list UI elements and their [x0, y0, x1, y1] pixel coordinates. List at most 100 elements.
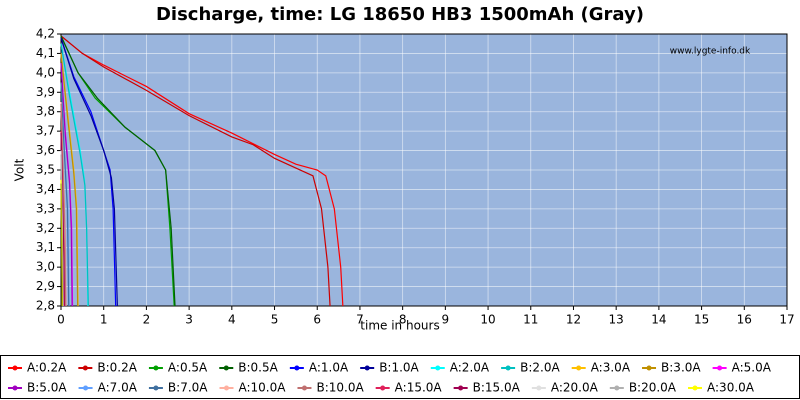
- y-tick-label: 4,1: [36, 46, 55, 60]
- legend-item: B:7.0A: [148, 381, 208, 395]
- legend-item: A:0.5A: [148, 361, 208, 375]
- y-tick-label: 3,0: [36, 260, 55, 274]
- x-tick-label: 11: [523, 313, 538, 327]
- y-tick-label: 4,0: [36, 65, 55, 79]
- y-tick-label: 3,8: [36, 104, 55, 118]
- y-axis-label: Volt: [13, 158, 27, 181]
- series-line: [60, 35, 344, 307]
- legend-swatch: [380, 385, 386, 391]
- series-line: [60, 63, 73, 307]
- legend-item: B:20.0A: [609, 381, 677, 395]
- x-tick-label: 16: [737, 313, 752, 327]
- x-tick-label: 7: [356, 313, 364, 327]
- legend-item: A:0.2A: [8, 361, 67, 375]
- y-tick-label: 3,5: [36, 163, 55, 177]
- legend-item: B:2.0A: [501, 361, 560, 375]
- y-tick-label: 3,9: [36, 85, 55, 99]
- legend-item: B:5.0A: [8, 381, 67, 395]
- legend-label: B:3.0A: [661, 361, 701, 375]
- series-line: [60, 103, 67, 307]
- x-tick-label: 6: [313, 313, 321, 327]
- legend-item: B:0.2A: [78, 361, 138, 375]
- series-line: [60, 53, 79, 307]
- legend-swatch: [153, 365, 159, 371]
- legend-item: A:5.0A: [712, 361, 772, 375]
- legend-swatch: [536, 385, 542, 391]
- legend-swatch: [83, 385, 89, 391]
- y-tick-label: 3,7: [36, 124, 55, 138]
- legend-swatch: [717, 365, 723, 371]
- series-line: [60, 183, 63, 307]
- y-tick-label: 3,6: [36, 143, 55, 157]
- legend-label: A:15.0A: [395, 381, 443, 395]
- y-tick-label: 2,8: [36, 299, 55, 313]
- series-line: [60, 43, 89, 307]
- legend-label: A:1.0A: [309, 361, 349, 375]
- legend-item: B:1.0A: [360, 361, 420, 375]
- legend-swatch: [301, 385, 307, 391]
- legend-item: A:20.0A: [531, 381, 599, 395]
- legend-item: A:15.0A: [375, 381, 443, 395]
- series-line: [60, 82, 70, 307]
- series-line: [60, 154, 64, 307]
- y-tick-label: 3,4: [36, 182, 55, 196]
- legend-item: B:0.5A: [219, 361, 279, 375]
- series-line: [60, 37, 118, 307]
- legend-swatch: [12, 385, 18, 391]
- legend-swatch: [294, 365, 300, 371]
- legend-label: A:0.2A: [27, 361, 67, 375]
- legend-swatch: [223, 365, 229, 371]
- legend-label: B:0.2A: [97, 361, 137, 375]
- x-tick-label: 8: [399, 313, 407, 327]
- legend-swatch: [435, 365, 441, 371]
- legend-label: A:3.0A: [591, 361, 631, 375]
- legend-label: A:10.0A: [239, 381, 287, 395]
- legend-item: B:15.0A: [453, 381, 521, 395]
- legend-label: B:0.5A: [238, 361, 278, 375]
- legend-swatch: [458, 385, 464, 391]
- x-tick-label: 1: [100, 313, 108, 327]
- legend-swatch: [576, 365, 582, 371]
- x-tick-label: 9: [442, 313, 450, 327]
- series-line: [60, 35, 331, 307]
- x-tick-label: 15: [694, 313, 709, 327]
- legend-label: B:2.0A: [520, 361, 560, 375]
- legend-label: A:30.0A: [707, 381, 755, 395]
- legend-swatch: [224, 385, 229, 391]
- legend-item: A:1.0A: [289, 361, 349, 375]
- legend-label: A:20.0A: [551, 381, 599, 395]
- legend-label: B:5.0A: [27, 381, 67, 395]
- x-tick-label: 3: [185, 313, 193, 327]
- legend-label: B:7.0A: [168, 381, 208, 395]
- legend-swatch: [12, 365, 18, 371]
- legend-item: A:2.0A: [430, 361, 490, 375]
- x-tick-label: 0: [57, 313, 65, 327]
- x-tick-label: 14: [651, 313, 666, 327]
- legend-label: A:7.0A: [98, 381, 138, 395]
- series-line: [60, 35, 176, 307]
- x-tick-label: 13: [609, 313, 624, 327]
- x-tick-label: 5: [271, 313, 279, 327]
- legend-label: B:10.0A: [316, 381, 364, 395]
- legend-swatch: [153, 385, 159, 391]
- legend-item: B:3.0A: [642, 361, 701, 375]
- legend-swatch: [614, 385, 620, 391]
- x-tick-label: 4: [228, 313, 236, 327]
- legend-item: A:3.0A: [571, 361, 631, 375]
- x-tick-label: 10: [480, 313, 495, 327]
- legend-swatch: [692, 385, 698, 391]
- legend-item: B:10.0A: [297, 381, 364, 395]
- legend-swatch: [505, 365, 511, 371]
- y-tick-label: 4,2: [36, 27, 55, 41]
- legend-label: A:5.0A: [732, 361, 772, 375]
- legend-swatch: [364, 365, 370, 371]
- legend-item: A:7.0A: [78, 381, 138, 395]
- legend-item: A:30.0A: [688, 381, 755, 395]
- legend-label: B:1.0A: [379, 361, 419, 375]
- legend-item: A:10.0A: [219, 381, 287, 395]
- y-tick-label: 2,9: [36, 279, 55, 293]
- legend-swatch: [82, 365, 88, 371]
- y-tick-label: 3,2: [36, 221, 55, 235]
- watermark: www.lygte-info.dk: [670, 47, 751, 57]
